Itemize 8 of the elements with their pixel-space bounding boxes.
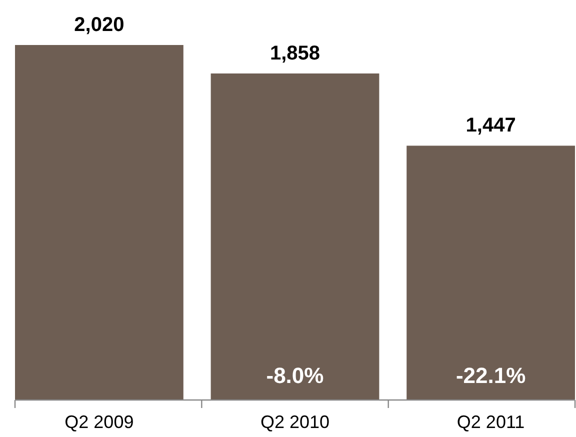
annotation: -22.1% (456, 363, 526, 388)
x-tick-label: Q2 2010 (260, 412, 330, 432)
x-tick-label: Q2 2009 (64, 412, 134, 432)
data-label: 1,858 (270, 42, 320, 64)
annotation: -8.0% (266, 363, 324, 388)
x-tick-label: Q2 2011 (456, 412, 525, 432)
data-label: 2,020 (74, 14, 124, 36)
data-label: 1,447 (466, 114, 516, 137)
